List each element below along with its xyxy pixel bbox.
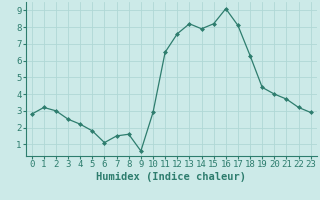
X-axis label: Humidex (Indice chaleur): Humidex (Indice chaleur) [96, 172, 246, 182]
